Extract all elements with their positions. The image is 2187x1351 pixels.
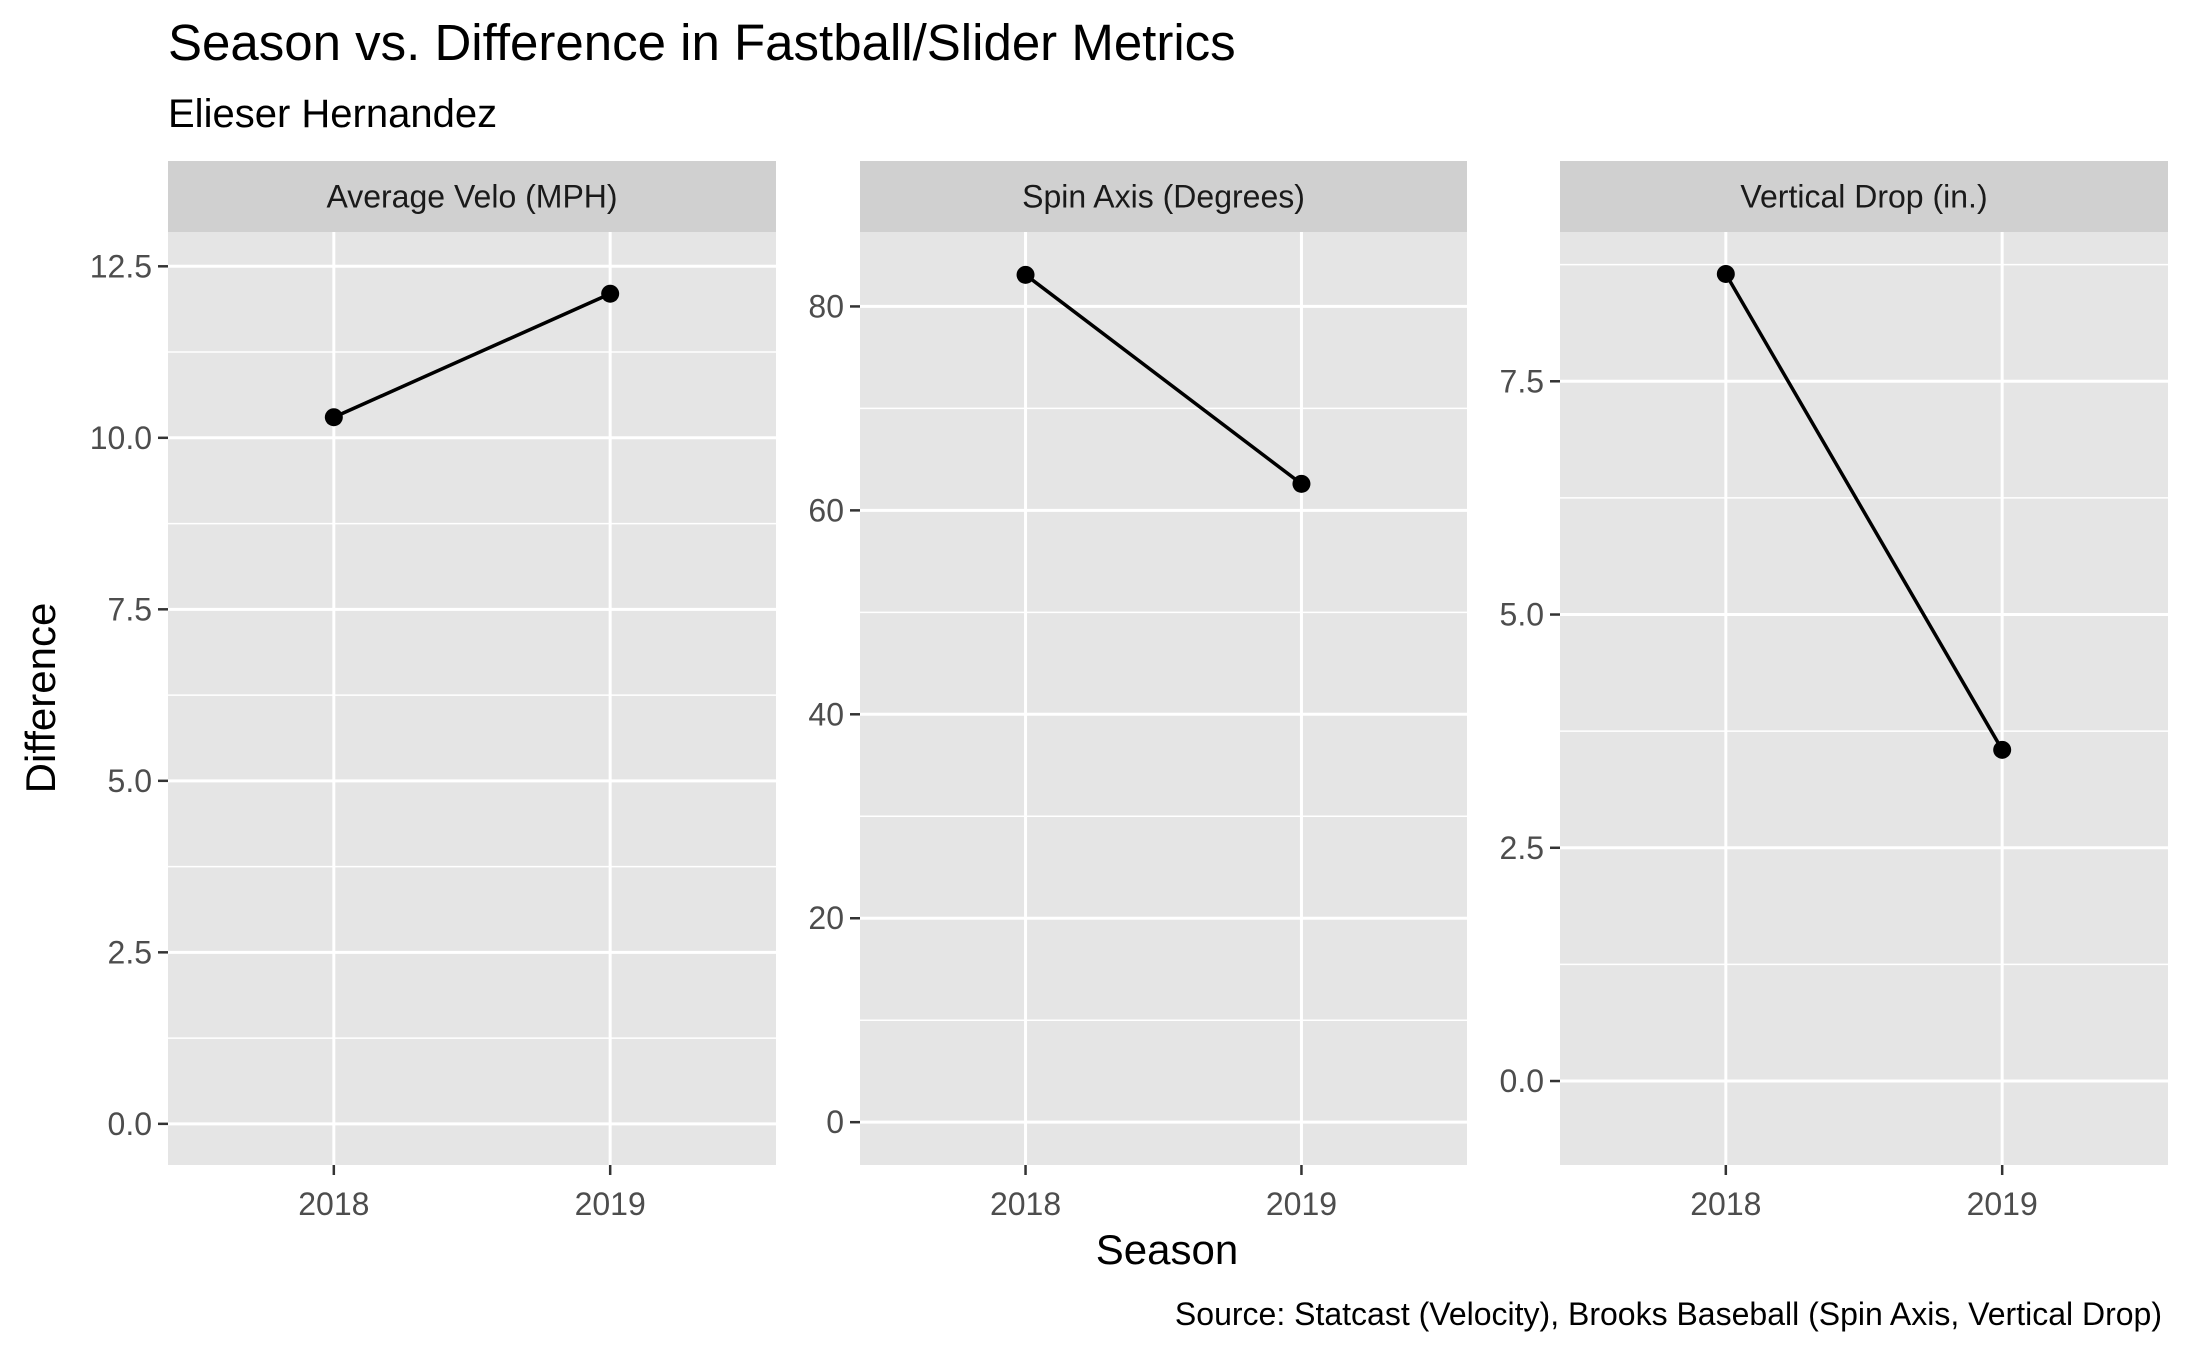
data-point xyxy=(1292,474,1311,493)
y-tick-label: 5.0 xyxy=(1500,597,1544,633)
x-tick-label: 2019 xyxy=(575,1186,646,1222)
chart-subtitle: Elieser Hernandez xyxy=(168,92,497,136)
y-tick-label: 2.5 xyxy=(108,934,152,970)
x-tick-label: 2019 xyxy=(1967,1186,2038,1222)
facet-strip-label: Vertical Drop (in.) xyxy=(1740,179,1987,215)
chart-title: Season vs. Difference in Fastball/Slider… xyxy=(168,14,1236,71)
y-tick-label: 5.0 xyxy=(108,763,152,799)
y-tick-label: 2.5 xyxy=(1500,830,1544,866)
y-tick-label: 80 xyxy=(808,288,844,324)
data-point xyxy=(324,408,343,427)
y-tick-label: 7.5 xyxy=(108,591,152,627)
series-line xyxy=(333,292,611,419)
data-point xyxy=(1716,264,1735,283)
y-tick-label: 20 xyxy=(808,900,844,936)
facet-strip xyxy=(168,161,776,232)
series-line xyxy=(1024,273,1303,486)
facet-panel: Average Velo (MPH) 0.0 2.5 5.0 7.5 10.0 12.5 20… xyxy=(90,161,776,1222)
panel-background xyxy=(1560,232,2168,1165)
facet-panel: Vertical Drop (in.) 0.0 2.5 5.0 7.5 2018 2019 xyxy=(1500,161,2168,1222)
facet-panels: Average Velo (MPH) 0.0 2.5 5.0 7.5 10.0 12.5 20… xyxy=(90,161,2168,1222)
y-tick-label: 40 xyxy=(808,696,844,732)
data-point xyxy=(1016,265,1035,284)
panel-background xyxy=(168,232,776,1165)
y-tick-label: 0.0 xyxy=(108,1106,152,1142)
x-tick-label: 2018 xyxy=(298,1186,369,1222)
data-point xyxy=(1993,740,2012,759)
x-tick-label: 2018 xyxy=(990,1186,1061,1222)
y-axis-title: Difference xyxy=(17,603,64,794)
facet-strip xyxy=(860,161,1467,232)
facet-strip xyxy=(1560,161,2168,232)
y-tick-label: 7.5 xyxy=(1500,363,1544,399)
y-tick-label: 60 xyxy=(808,492,844,528)
facet-panel: Spin Axis (Degrees) 0 20 40 60 80 2018 2019 xyxy=(808,161,1467,1222)
series-line xyxy=(1724,273,2004,751)
x-tick-label: 2018 xyxy=(1690,1186,1761,1222)
source-caption: Source: Statcast (Velocity), Brooks Base… xyxy=(1175,1296,2162,1332)
y-tick-label: 10.0 xyxy=(90,420,152,456)
y-tick-label: 0.0 xyxy=(1500,1063,1544,1099)
y-tick-label: 0 xyxy=(826,1104,844,1140)
x-tick-label: 2019 xyxy=(1266,1186,1337,1222)
x-axis-title: Season xyxy=(1096,1226,1238,1273)
facet-strip-label: Spin Axis (Degrees) xyxy=(1022,179,1305,215)
facet-strip-label: Average Velo (MPH) xyxy=(326,179,617,215)
y-tick-label: 12.5 xyxy=(90,248,152,284)
panel-background xyxy=(860,232,1467,1165)
data-point xyxy=(601,284,620,303)
